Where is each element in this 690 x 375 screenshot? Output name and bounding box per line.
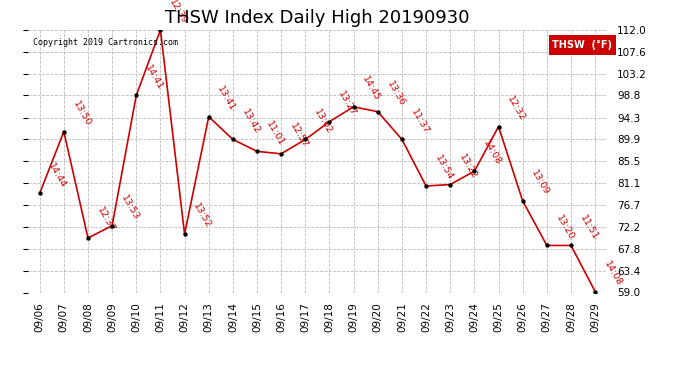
Text: THSW  (°F): THSW (°F): [552, 40, 612, 50]
Point: [518, 198, 529, 204]
Text: 13:53: 13:53: [119, 193, 141, 222]
Point: [83, 235, 94, 241]
Point: [541, 243, 552, 249]
Point: [106, 223, 117, 229]
Text: 14:08: 14:08: [482, 139, 503, 167]
Text: 14:44: 14:44: [47, 161, 68, 189]
Point: [420, 183, 432, 189]
Text: 12:39: 12:39: [168, 0, 189, 26]
Text: Copyright 2019 Cartronics.com: Copyright 2019 Cartronics.com: [33, 38, 179, 47]
Text: 14:45: 14:45: [361, 75, 382, 103]
Point: [589, 288, 600, 294]
Text: 11:37: 11:37: [409, 107, 431, 135]
Point: [565, 243, 576, 249]
Point: [493, 124, 504, 130]
Point: [251, 148, 262, 154]
Text: 13:22: 13:22: [457, 152, 479, 180]
Point: [34, 190, 46, 196]
Point: [469, 168, 480, 174]
Point: [155, 27, 166, 33]
Text: 13:02: 13:02: [313, 107, 334, 135]
Text: 13:27: 13:27: [337, 89, 358, 117]
Text: 11:51: 11:51: [578, 213, 600, 241]
Point: [444, 182, 455, 188]
Text: 13:20: 13:20: [554, 213, 575, 241]
Point: [58, 129, 69, 135]
Point: [203, 114, 214, 120]
Point: [373, 109, 384, 115]
Text: 12:32: 12:32: [506, 94, 527, 122]
Text: 13:42: 13:42: [240, 107, 262, 135]
Text: 12:57: 12:57: [288, 122, 310, 150]
Point: [348, 104, 359, 110]
Title: THSW Index Daily High 20190930: THSW Index Daily High 20190930: [165, 9, 470, 27]
Text: 13:52: 13:52: [192, 202, 213, 230]
Point: [299, 136, 310, 142]
Point: [276, 151, 287, 157]
Text: 13:09: 13:09: [530, 168, 551, 197]
Point: [396, 136, 407, 142]
Text: 13:50: 13:50: [71, 99, 92, 128]
Text: 11:01: 11:01: [264, 119, 286, 147]
Point: [324, 118, 335, 124]
Text: 13:41: 13:41: [216, 84, 237, 112]
Point: [228, 136, 239, 142]
Text: 12:37: 12:37: [95, 206, 117, 234]
Text: 13:54: 13:54: [433, 154, 455, 182]
Text: 14:08: 14:08: [602, 259, 624, 287]
Point: [179, 231, 190, 237]
Text: 14:41: 14:41: [144, 63, 165, 91]
Point: [130, 92, 142, 98]
FancyBboxPatch shape: [549, 35, 615, 55]
Text: 13:36: 13:36: [385, 79, 406, 108]
